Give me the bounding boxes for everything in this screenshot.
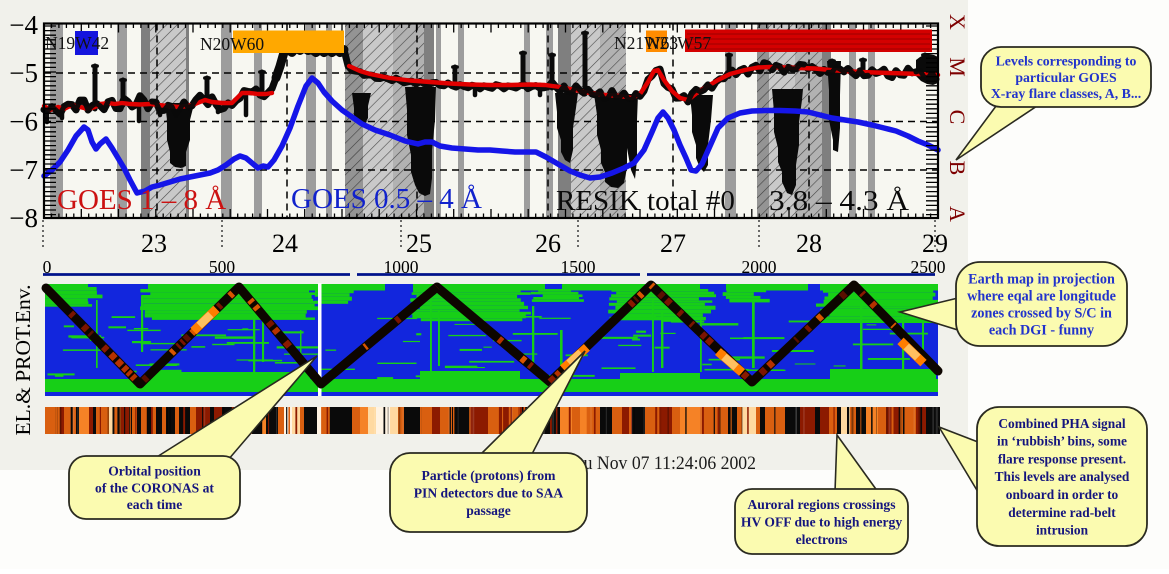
svg-text:particular GOES: particular GOES — [1015, 70, 1117, 85]
svg-text:−4: −4 — [9, 10, 38, 40]
svg-text:24: 24 — [272, 229, 298, 258]
svg-text:2000: 2000 — [742, 257, 777, 277]
svg-text:26: 26 — [535, 229, 561, 258]
svg-text:−6: −6 — [9, 107, 38, 137]
svg-text:electrons: electrons — [796, 532, 848, 547]
svg-text:N21W57: N21W57 — [647, 33, 711, 53]
svg-text:27: 27 — [660, 229, 686, 258]
svg-text:GOES 1 – 8 Å: GOES 1 – 8 Å — [57, 184, 226, 216]
svg-text:RESIK total #0: RESIK total #0 — [556, 185, 735, 217]
svg-text:GOES 0.5 – 4 Å: GOES 0.5 – 4 Å — [291, 183, 482, 215]
svg-text:28: 28 — [796, 229, 822, 258]
svg-text:1000: 1000 — [384, 257, 419, 277]
svg-text:N21W63: N21W63 — [614, 33, 678, 53]
svg-text:in ‘rubbish’ bins, some: in ‘rubbish’ bins, some — [997, 434, 1127, 449]
svg-text:This levels are analysed: This levels are analysed — [995, 469, 1130, 484]
svg-text:0: 0 — [43, 257, 52, 277]
svg-text:Thu Nov 07 11:24:06 2002: Thu Nov 07 11:24:06 2002 — [564, 453, 756, 474]
svg-text:determine rad-belt: determine rad-belt — [1008, 505, 1116, 520]
svg-text:each DGI - funny: each DGI - funny — [989, 323, 1094, 339]
svg-text:29: 29 — [922, 229, 948, 258]
svg-text:−5: −5 — [9, 58, 38, 88]
svg-text:X-ray flare classes, A, B...: X-ray flare classes, A, B... — [991, 86, 1141, 101]
svg-text:B: B — [945, 161, 970, 176]
svg-text:zones crossed by S/C in: zones crossed by S/C in — [971, 306, 1112, 322]
svg-text:Combined PHA signal: Combined PHA signal — [998, 416, 1126, 431]
svg-text:of the CORONAS at: of the CORONAS at — [95, 480, 214, 495]
svg-text:C: C — [945, 110, 970, 125]
svg-text:1500: 1500 — [561, 257, 596, 277]
svg-text:−7: −7 — [9, 155, 38, 185]
svg-text:Auroral regions crossings: Auroral regions crossings — [747, 497, 895, 512]
svg-text:passage: passage — [466, 503, 511, 518]
svg-text:23: 23 — [141, 229, 167, 258]
svg-text:M: M — [945, 57, 970, 77]
svg-text:Orbital position: Orbital position — [108, 464, 201, 479]
svg-text:each time: each time — [127, 497, 182, 512]
svg-text:3.8 – 4.3 Å: 3.8 – 4.3 Å — [769, 185, 909, 217]
svg-text:25: 25 — [406, 229, 432, 258]
svg-text:Particle (protons) from: Particle (protons) from — [422, 468, 557, 484]
svg-text:onboard in order to: onboard in order to — [1006, 487, 1119, 502]
svg-text:Levels corresponding to: Levels corresponding to — [996, 54, 1137, 69]
svg-text:2500: 2500 — [911, 257, 946, 277]
svg-text:A: A — [945, 206, 970, 222]
svg-text:−8: −8 — [9, 203, 38, 233]
svg-text:flare response present.: flare response present. — [998, 451, 1126, 466]
svg-text:PIN detectors due to SAA: PIN detectors due to SAA — [414, 485, 564, 500]
svg-text:Earth map in projection: Earth map in projection — [968, 272, 1115, 288]
svg-text:X: X — [945, 14, 970, 30]
svg-text:N20W60: N20W60 — [200, 34, 264, 54]
svg-text:intrusion: intrusion — [1036, 523, 1089, 538]
svg-text:EL.& PROT.Env.: EL.& PROT.Env. — [11, 284, 35, 435]
svg-text:where eqal are longitude: where eqal are longitude — [967, 289, 1116, 305]
svg-text:HV OFF due to high energy: HV OFF due to high energy — [741, 514, 902, 529]
svg-text:N19W42: N19W42 — [45, 33, 109, 53]
svg-text:500: 500 — [209, 257, 236, 277]
